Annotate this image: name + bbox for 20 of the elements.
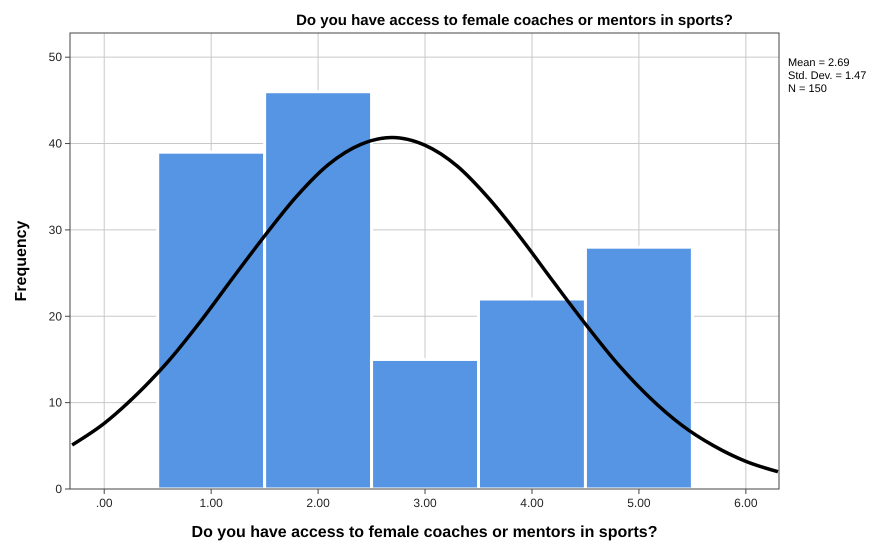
text: Std. Dev. = 1.47: [788, 70, 866, 82]
x-tick-label: 6.00: [734, 496, 758, 510]
x-tick-label: 1.00: [199, 496, 224, 510]
y-tick-label: 0: [55, 482, 62, 496]
y-tick-label: 50: [48, 50, 62, 64]
y-tick-label: 10: [48, 396, 62, 410]
x-tick-label: 2.00: [306, 496, 330, 510]
line-series: [70, 136, 779, 474]
text: N = 150: [788, 83, 827, 95]
y-tick-label: 40: [48, 136, 62, 151]
x-tick-label: .00: [96, 496, 113, 510]
x-tick-label: 5.00: [627, 496, 651, 510]
chart-title: Do you have access to female coaches or mentors in sports?: [296, 12, 733, 29]
x-axis-title: Do you have access to female coaches or mentors in sports?: [192, 524, 658, 541]
text: Mean = 2.69: [788, 57, 850, 69]
x-tick-label: 3.00: [413, 496, 438, 510]
y-tick-label: 30: [48, 222, 62, 237]
y-axis-title: Frequency: [13, 220, 30, 302]
y-tick-label: 20: [48, 309, 62, 324]
x-tick-label: 4.00: [520, 496, 544, 510]
